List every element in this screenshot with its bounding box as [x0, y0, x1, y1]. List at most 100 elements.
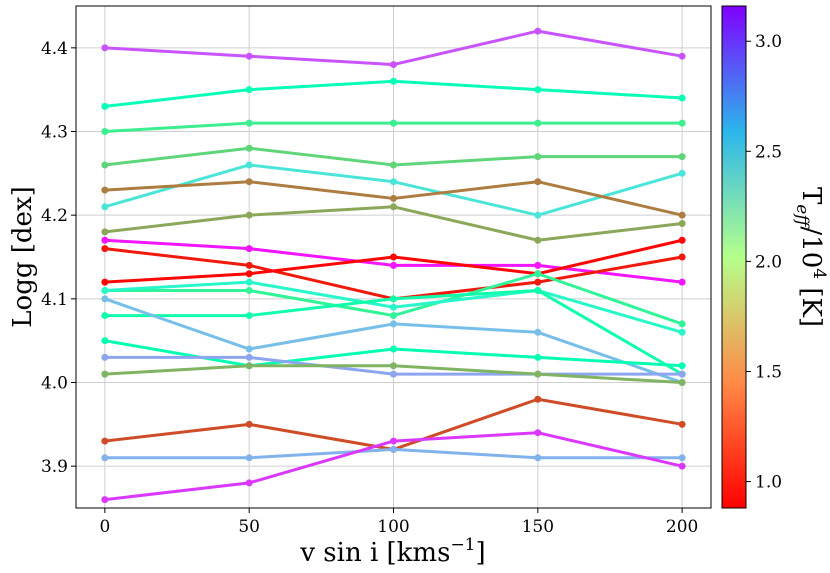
- data-point: [245, 353, 253, 361]
- x-tick-label: 0: [99, 517, 110, 537]
- data-point: [390, 370, 397, 378]
- data-point: [390, 203, 397, 211]
- data-point: [101, 102, 109, 110]
- data-point: [534, 211, 542, 219]
- data-point: [390, 178, 397, 186]
- data-point: [678, 370, 686, 378]
- series-18: [101, 445, 686, 462]
- y-tick-label: 4.0: [41, 374, 68, 394]
- data-point: [101, 44, 109, 52]
- y-tick-label: 4.4: [41, 39, 68, 59]
- data-point: [101, 278, 109, 286]
- data-point: [390, 303, 397, 311]
- data-point: [678, 94, 686, 102]
- y-tick-label: 4.2: [41, 206, 68, 226]
- data-point: [245, 178, 253, 186]
- data-point: [678, 253, 686, 261]
- colorbar: [721, 5, 747, 509]
- data-point: [534, 353, 542, 361]
- data-point: [678, 211, 686, 219]
- series-2: [101, 119, 686, 135]
- data-point: [678, 52, 686, 60]
- data-point: [101, 128, 109, 135]
- data-point: [678, 278, 686, 286]
- data-point: [245, 270, 253, 278]
- data-point: [101, 437, 109, 445]
- data-point: [101, 337, 109, 345]
- data-point: [390, 320, 397, 328]
- colorbar-ticks: 1.0 1.5 2.0 2.5 3.0: [746, 32, 782, 493]
- data-point: [245, 479, 253, 487]
- data-point: [390, 77, 397, 85]
- y-ticks: 3.9 4.0 4.1 4.2 4.3 4.4: [41, 39, 76, 477]
- x-tick-label: 200: [666, 517, 698, 537]
- data-point: [245, 245, 253, 253]
- data-point: [534, 278, 542, 286]
- colorbar-tick-label: 3.0: [755, 32, 782, 52]
- colorbar-tick-label: 2.5: [755, 142, 782, 162]
- data-point: [678, 153, 686, 161]
- x-tick-label: 150: [522, 517, 554, 537]
- data-point: [390, 194, 397, 202]
- data-point: [534, 236, 542, 244]
- data-point: [245, 278, 253, 286]
- data-point: [245, 161, 253, 169]
- data-point: [101, 353, 109, 361]
- x-axis-label: v sin i [kms−1]: [299, 535, 485, 568]
- series-6: [101, 203, 686, 244]
- series-0: [101, 27, 686, 69]
- y-tick-label: 3.9: [41, 457, 68, 477]
- data-point: [678, 454, 686, 462]
- colorbar-tick-label: 1.5: [755, 362, 782, 382]
- data-point: [101, 161, 109, 169]
- data-point: [101, 186, 109, 194]
- data-point: [245, 261, 253, 269]
- data-point: [534, 119, 542, 127]
- colorbar-tick-label: 2.0: [755, 252, 782, 272]
- data-point: [678, 362, 686, 370]
- data-point: [390, 295, 397, 303]
- data-point: [678, 119, 686, 127]
- data-point: [534, 86, 542, 94]
- data-point: [101, 286, 109, 294]
- series-layer: [101, 27, 686, 504]
- data-point: [245, 362, 253, 370]
- data-point: [245, 52, 253, 60]
- data-point: [534, 178, 542, 186]
- data-point: [534, 454, 542, 462]
- data-point: [390, 312, 397, 320]
- x-tick-label: 50: [238, 517, 260, 537]
- data-point: [245, 312, 253, 320]
- data-point: [101, 496, 109, 504]
- y-axis-label: Logg [dex]: [8, 186, 38, 327]
- data-point: [390, 119, 397, 127]
- data-point: [390, 445, 397, 453]
- data-point: [534, 370, 542, 378]
- data-point: [245, 86, 253, 94]
- data-point: [390, 362, 397, 370]
- data-point: [245, 454, 253, 462]
- data-point: [534, 395, 542, 403]
- data-point: [678, 320, 686, 328]
- data-point: [101, 203, 109, 211]
- data-point: [245, 144, 253, 152]
- colorbar-label: Teff/104 [K]: [792, 187, 829, 327]
- data-point: [678, 169, 686, 177]
- data-point: [678, 420, 686, 428]
- data-point: [101, 370, 109, 378]
- data-point: [390, 253, 397, 261]
- data-point: [534, 429, 542, 437]
- data-point: [534, 153, 542, 161]
- data-point: [534, 270, 542, 278]
- data-point: [245, 420, 253, 428]
- data-point: [534, 286, 542, 294]
- y-tick-label: 4.3: [41, 123, 68, 143]
- series-5: [101, 178, 686, 219]
- data-point: [678, 379, 686, 386]
- data-point: [390, 261, 397, 269]
- data-point: [245, 286, 253, 294]
- series-4: [101, 161, 686, 219]
- data-point: [101, 312, 109, 320]
- data-point: [534, 328, 542, 336]
- data-point: [390, 345, 397, 353]
